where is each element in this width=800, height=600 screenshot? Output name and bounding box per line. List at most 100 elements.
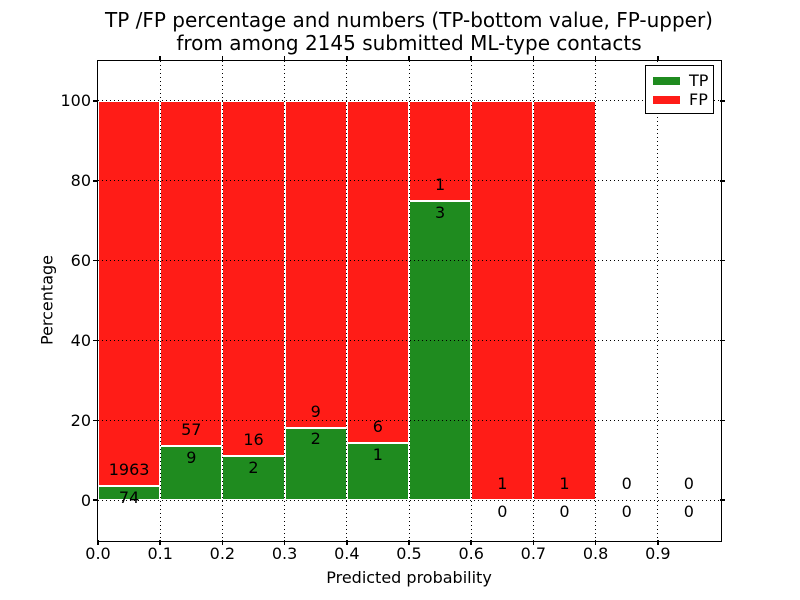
tp-count-label: 0	[497, 502, 508, 522]
tp-bar	[284, 427, 347, 501]
x-tick-label: 0.4	[334, 544, 360, 563]
y-tick-label: 40	[70, 330, 91, 350]
legend-label-tp: TP	[689, 71, 709, 90]
x-tick-top	[532, 56, 535, 61]
v-gridline	[408, 61, 410, 540]
x-tick-bottom	[657, 540, 659, 545]
fp-count-label: 16	[243, 429, 264, 449]
x-axis-label: Predicted probability	[326, 568, 492, 587]
tp-count-label: 2	[310, 429, 321, 449]
y-tick-right	[720, 259, 725, 262]
x-tick-label: 0.1	[147, 544, 173, 563]
fp-count-label: 9	[310, 401, 321, 421]
y-tick-right	[720, 499, 725, 501]
v-gridline	[657, 61, 659, 540]
y-tick-right	[720, 100, 725, 102]
chart-title-line1: TP /FP percentage and numbers (TP-bottom…	[105, 8, 713, 32]
fp-bar	[98, 100, 161, 486]
x-tick-top	[346, 56, 348, 61]
legend-row-fp: FP	[646, 90, 713, 109]
tp-bar	[222, 455, 285, 501]
fp-bar	[284, 100, 347, 428]
x-tick-top	[657, 56, 659, 61]
fp-count-label: 0	[621, 474, 632, 494]
tp-count-label: 3	[435, 202, 446, 222]
x-tick-label: 0.3	[271, 544, 298, 563]
x-tick-label: 0.2	[209, 544, 236, 563]
v-gridline	[470, 61, 472, 540]
x-tick-bottom	[470, 540, 472, 545]
y-tick-label: 80	[70, 171, 91, 191]
y-tick-left	[93, 100, 98, 102]
fp-bar	[533, 100, 596, 501]
y-tick-left	[93, 339, 98, 342]
x-tick-top	[283, 56, 286, 61]
y-tick-right	[720, 180, 725, 182]
y-tick-right	[720, 419, 725, 421]
v-gridline	[284, 61, 286, 540]
y-tick-left	[93, 499, 98, 501]
fp-bar	[346, 100, 409, 444]
v-gridline	[159, 61, 161, 540]
x-tick-bottom	[346, 540, 348, 545]
x-tick-label: 0.7	[520, 544, 547, 563]
tp-count-label: 74	[118, 487, 140, 507]
v-gridline	[346, 61, 348, 540]
tp-count-label: 9	[186, 447, 197, 467]
fp-bar	[471, 100, 534, 501]
tp-legend-swatch-icon	[653, 76, 680, 85]
x-tick-label: 0.5	[396, 544, 422, 563]
tp-count-label: 0	[621, 502, 632, 522]
tp-count-label: 2	[248, 457, 259, 477]
x-tick-label: 0.6	[458, 544, 484, 563]
tp-bar	[409, 200, 472, 501]
fp-bar	[160, 100, 223, 446]
x-tick-bottom	[159, 540, 161, 545]
v-gridline	[221, 61, 223, 540]
x-tick-label: 0.9	[645, 544, 671, 563]
fp-bar	[222, 100, 285, 456]
fp-count-label: 1963	[108, 459, 150, 479]
y-tick-right	[720, 339, 725, 342]
chart-title-line2: from among 2145 submitted ML-type contac…	[176, 31, 642, 55]
x-tick-top	[594, 56, 597, 61]
tp-bar	[346, 443, 409, 501]
fp-count-label: 0	[683, 474, 694, 494]
fp-count-label: 1	[497, 474, 508, 494]
fp-bar	[409, 100, 472, 201]
fp-legend-swatch-icon	[653, 95, 680, 104]
x-tick-bottom	[97, 540, 99, 545]
fp-count-label: 1	[435, 174, 446, 194]
y-tick-label: 100	[60, 91, 91, 111]
x-tick-top	[221, 56, 224, 61]
x-tick-top	[470, 56, 472, 61]
x-tick-bottom	[594, 540, 597, 545]
legend-row-tp: TP	[646, 71, 713, 90]
y-tick-label: 60	[70, 251, 91, 271]
x-tick-bottom	[408, 540, 410, 545]
v-gridline	[532, 61, 534, 540]
tp-count-label: 0	[683, 502, 694, 522]
legend-label-fp: FP	[689, 90, 708, 109]
x-tick-top	[408, 56, 410, 61]
y-tick-left	[93, 180, 98, 182]
fp-count-label: 1	[559, 474, 570, 494]
tp-count-label: 0	[559, 502, 570, 522]
tp-bar	[98, 485, 161, 501]
y-tick-label: 0	[80, 490, 91, 510]
x-tick-top	[159, 56, 161, 61]
x-tick-bottom	[532, 540, 535, 545]
x-tick-bottom	[221, 540, 224, 545]
x-tick-label: 0.0	[85, 544, 111, 563]
x-tick-label: 0.8	[582, 544, 609, 563]
tp-count-label: 1	[372, 445, 383, 465]
v-gridline	[595, 61, 597, 540]
fp-count-label: 6	[372, 417, 383, 437]
fp-count-label: 57	[181, 419, 202, 439]
y-tick-left	[93, 419, 98, 421]
x-tick-bottom	[283, 540, 286, 545]
y-tick-label: 20	[70, 410, 91, 430]
tp-bar	[160, 445, 223, 501]
y-tick-left	[93, 259, 98, 262]
